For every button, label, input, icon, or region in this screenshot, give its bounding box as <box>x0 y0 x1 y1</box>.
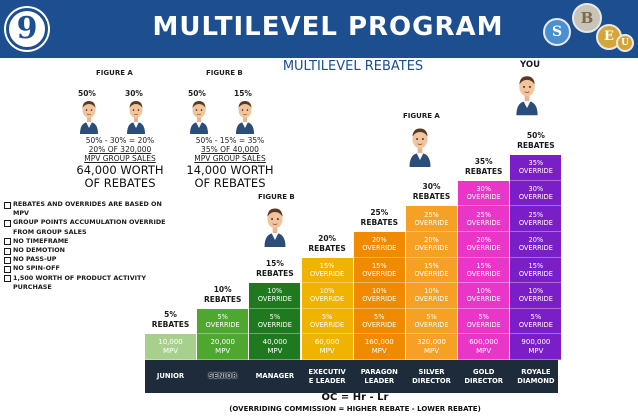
person-avatar-icon <box>262 205 288 247</box>
person-avatar-icon <box>234 98 256 134</box>
override-cell: 35% OVERRIDE <box>510 155 562 181</box>
rebate-label: 25% REBATES <box>360 208 399 227</box>
override-cell: 15% OVERRIDE <box>301 257 353 284</box>
override-cell: 5% OVERRIDE <box>406 308 457 335</box>
chart-figure-a-label: FIGURE A <box>403 112 440 120</box>
mpv-cell: 10,000 MPV <box>145 334 196 360</box>
override-cell: 20% OVERRIDE <box>406 232 457 258</box>
override-cell: 25% OVERRIDE <box>406 206 457 232</box>
rank-bar <box>145 360 558 393</box>
logo-u: U <box>616 34 634 52</box>
person-avatar-icon <box>407 125 433 167</box>
checklist-item: 1,500 WORTH OF PRODUCT ACTIVITY PURCHASE <box>4 274 180 292</box>
override-cell: 20% OVERRIDE <box>353 232 405 258</box>
checklist-item: NO SPIN-OFF <box>4 264 180 274</box>
mpv-cell: 900,000 MPV <box>510 334 562 360</box>
override-cell: 5% OVERRIDE <box>510 308 562 335</box>
override-cell: 20% OVERRIDE <box>458 232 510 258</box>
figure-a-pct-right: 30% <box>125 89 143 98</box>
checklist-item: GROUP POINTS ACCUMULATION OVERRIDE FROM … <box>4 218 180 236</box>
rank-name: JUNIOR <box>156 372 185 381</box>
override-cell: 10% OVERRIDE <box>406 283 457 309</box>
you-label: YOU <box>520 60 540 70</box>
override-cell: 5% OVERRIDE <box>249 308 301 335</box>
rebate-label: 30% REBATES <box>412 182 451 202</box>
figure-b-calc: 50% - 15% = 35% 35% OF 40,000 MPV GROUP … <box>194 136 266 163</box>
override-cell: 15% OVERRIDE <box>353 257 405 284</box>
person-avatar-icon <box>78 98 100 134</box>
override-cell: 20% OVERRIDE <box>510 232 562 258</box>
override-cell: 5% OVERRIDE <box>353 308 405 335</box>
override-cell: 15% OVERRIDE <box>510 257 562 284</box>
person-avatar-icon <box>125 98 147 134</box>
override-cell: 30% OVERRIDE <box>458 180 510 207</box>
chart-figure-b-label: FIGURE B <box>258 193 295 201</box>
override-cell: 5% OVERRIDE <box>197 308 249 335</box>
figure-a-label: FIGURE A <box>96 69 133 77</box>
rebate-label: 50% REBATES <box>517 131 555 151</box>
rank-name: SILVER DIRECTOR <box>412 368 451 385</box>
rules-checklist: REBATES AND OVERRIDES ARE BASED ON MPV G… <box>4 200 180 292</box>
formula: OC = Hr - Lr <box>321 392 389 403</box>
checklist-item: NO PASS-UP <box>4 255 180 264</box>
figure-b-pct-left: 50% <box>188 89 206 98</box>
checklist-item: REBATES AND OVERRIDES ARE BASED ON MPV <box>4 200 180 218</box>
page-title: MULTILEVEL PROGRAM <box>152 12 504 42</box>
mpv-cell: 60,000 MPV <box>301 334 353 360</box>
override-cell: 15% OVERRIDE <box>406 257 457 284</box>
override-cell: 10% OVERRIDE <box>458 283 510 309</box>
checklist-item: NO DEMOTION <box>4 246 180 255</box>
rank-name: GOLD DIRECTOR <box>464 368 504 385</box>
rank-name: SENIOR <box>208 372 238 381</box>
rebate-label: 10% REBATES <box>203 284 242 304</box>
override-cell: 10% OVERRIDE <box>353 283 405 309</box>
logo-s: S <box>543 18 571 46</box>
mpv-cell: 20,000 MPV <box>197 334 249 360</box>
checklist-item: NO TIMEFRAME <box>4 237 180 246</box>
rank-name: PARAGON LEADER <box>360 368 398 385</box>
rebate-label: 35% REBATES <box>464 156 503 176</box>
formula-note: (OVERRIDING COMMISSION = HIGHER REBATE -… <box>229 405 481 413</box>
section-number-badge: 9 <box>6 8 48 50</box>
override-cell: 5% OVERRIDE <box>458 308 510 335</box>
override-cell: 10% OVERRIDE <box>510 283 562 309</box>
override-cell: 10% OVERRIDE <box>249 283 301 309</box>
override-cell: 25% OVERRIDE <box>458 206 510 232</box>
override-cell: 30% OVERRIDE <box>510 180 562 207</box>
rank-name: MANAGER <box>255 372 295 381</box>
override-cell: 10% OVERRIDE <box>301 283 353 309</box>
figure-b-pct-right: 15% <box>234 89 252 98</box>
header-bar <box>0 0 638 58</box>
override-cell: 5% OVERRIDE <box>301 308 353 335</box>
rebate-label: 15% REBATES <box>256 259 294 279</box>
section-subtitle: MULTILEVEL REBATES <box>282 59 424 74</box>
mpv-cell: 320,000 MPV <box>406 334 457 360</box>
mpv-cell: 600,000 MPV <box>458 334 510 360</box>
figure-b-label: FIGURE B <box>206 69 243 77</box>
person-avatar-icon <box>514 72 540 116</box>
figure-a-pct-left: 50% <box>78 89 96 98</box>
figure-a-worth: 64,000 WORTH OF REBATES <box>76 163 164 190</box>
figure-b-worth: 14,000 WORTH OF REBATES <box>186 163 274 190</box>
person-avatar-icon <box>188 98 210 134</box>
rebate-label: 20% REBATES <box>308 233 346 253</box>
logo-b: B <box>572 3 602 33</box>
rank-name: ROYALE DIAMOND <box>517 368 555 385</box>
rebate-label: 5% REBATES <box>151 310 190 330</box>
override-cell: 25% OVERRIDE <box>510 206 562 232</box>
mpv-cell: 160,000 MPV <box>353 334 405 360</box>
mpv-cell: 40,000 MPV <box>249 334 301 360</box>
rank-name: EXECUTIV E LEADER <box>308 368 346 385</box>
override-cell: 15% OVERRIDE <box>458 257 510 284</box>
figure-a-calc: 50% - 30% = 20% 20% OF 320,000 MPV GROUP… <box>84 136 156 163</box>
